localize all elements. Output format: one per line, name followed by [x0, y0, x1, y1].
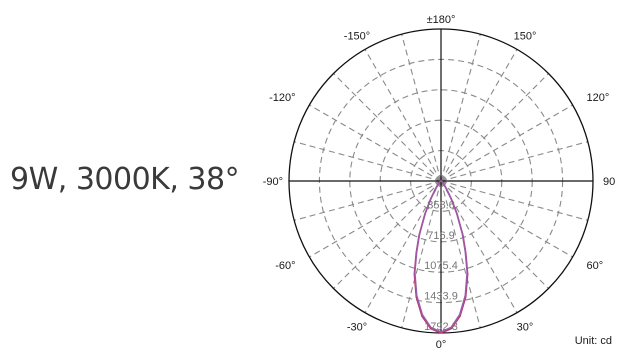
grid-spoke: [440, 180, 481, 328]
intensity-curves: [413, 180, 469, 334]
radial-tick-label: 716.9: [427, 230, 455, 242]
product-spec-label: 9W, 3000K, 38°: [10, 162, 240, 197]
chart-labels: 358.6 716.9 1075.4 1433.9 1792.3 ±180° 150° 120…: [263, 14, 616, 351]
angle-label: -120°: [269, 92, 295, 104]
angle-label: -60°: [275, 260, 295, 272]
grid-spoke: [364, 49, 442, 182]
angle-label: -150°: [344, 31, 370, 43]
radial-tick-label: 1075.4: [424, 260, 458, 272]
grid-spoke: [294, 141, 442, 182]
radial-tick-label: 358.6: [427, 199, 455, 211]
angle-label: 30°: [517, 321, 534, 333]
grid-spoke: [401, 180, 442, 328]
angle-label: 0°: [436, 339, 447, 351]
grid-spoke: [440, 34, 481, 182]
radial-tick-label: 1792.3: [424, 321, 458, 333]
angle-label: -30°: [347, 321, 367, 333]
grid-spoke: [440, 141, 588, 182]
polar-grid: [288, 28, 594, 334]
grid-spoke: [333, 180, 442, 289]
angle-label: 120°: [586, 92, 609, 104]
unit-label: Unit: cd: [575, 335, 612, 347]
angle-label: -90°: [263, 176, 283, 188]
grid-spoke: [440, 180, 573, 258]
grid-spoke: [294, 180, 442, 221]
grid-spoke: [440, 49, 518, 182]
grid-spoke: [309, 104, 442, 182]
grid-spoke: [333, 73, 442, 182]
radial-tick-label: 1433.9: [424, 291, 458, 303]
angle-label: 90: [603, 176, 615, 188]
grid-spoke: [440, 180, 549, 289]
grid-spoke: [401, 34, 442, 182]
grid-spoke: [440, 180, 588, 221]
grid-spoke: [309, 180, 442, 258]
grid-spoke: [440, 73, 549, 182]
intensity-curve: [414, 180, 468, 333]
angle-label: ±180°: [427, 14, 456, 26]
angle-label: 150°: [514, 31, 537, 43]
grid-spoke: [440, 104, 573, 182]
angle-label: 60°: [586, 260, 603, 272]
